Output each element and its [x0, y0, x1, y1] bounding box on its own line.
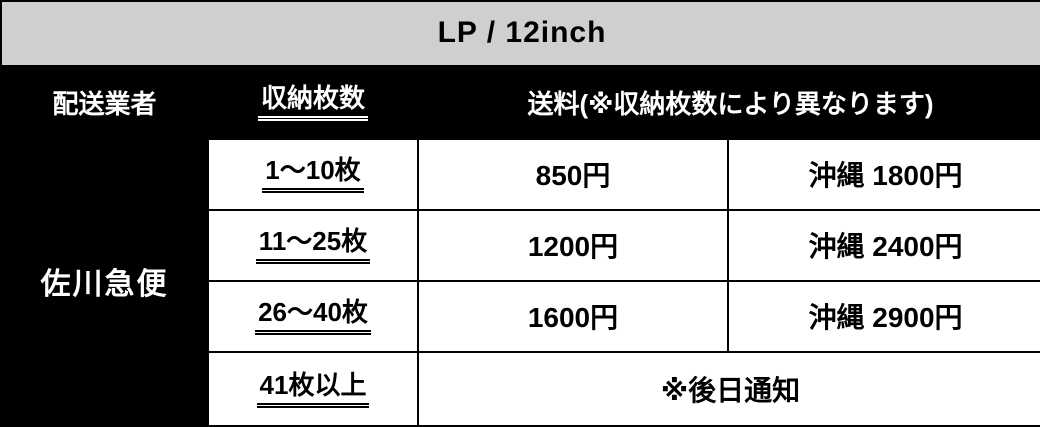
table-row: 26〜40枚 1600円 沖縄 2900円 — [2, 281, 1040, 353]
table-row: 11〜25枚 1200円 沖縄 2400円 — [2, 210, 1040, 282]
table-row: 佐川急便 1〜10枚 850円 沖縄 1800円 — [2, 139, 1040, 425]
okinawa-fee-cell: 沖縄 1800円 — [729, 139, 1040, 211]
count-cell: 41枚以上 — [209, 352, 419, 425]
header-row: 配送業者 収納枚数 送料(※収納枚数により異なります) — [2, 66, 1040, 140]
title-row: LP / 12inch — [2, 2, 1040, 67]
count-cell: 1〜10枚 — [209, 139, 419, 211]
table-row: 41枚以上 ※後日通知 — [2, 352, 1040, 425]
notice-cell: ※後日通知 — [419, 352, 1040, 425]
header-count: 収納枚数 — [209, 66, 419, 140]
count-cell: 11〜25枚 — [209, 210, 419, 282]
count-label: 1〜10枚 — [262, 156, 364, 194]
fee-cell: 1200円 — [419, 210, 729, 282]
count-cell: 26〜40枚 — [209, 281, 419, 353]
header-count-label: 収納枚数 — [257, 84, 368, 122]
okinawa-fee-cell: 沖縄 2400円 — [729, 210, 1040, 282]
okinawa-fee-cell: 沖縄 2900円 — [729, 281, 1040, 353]
carrier-cell: 佐川急便 — [2, 139, 209, 425]
count-label: 11〜25枚 — [255, 227, 371, 265]
fee-cell: 850円 — [419, 139, 729, 211]
header-fee: 送料(※収納枚数により異なります) — [419, 66, 1040, 140]
count-label: 41枚以上 — [256, 370, 370, 408]
header-carrier: 配送業者 — [2, 66, 209, 140]
table-title: LP / 12inch — [2, 2, 1040, 67]
fee-cell: 1600円 — [419, 281, 729, 353]
count-label: 26〜40枚 — [255, 298, 371, 336]
